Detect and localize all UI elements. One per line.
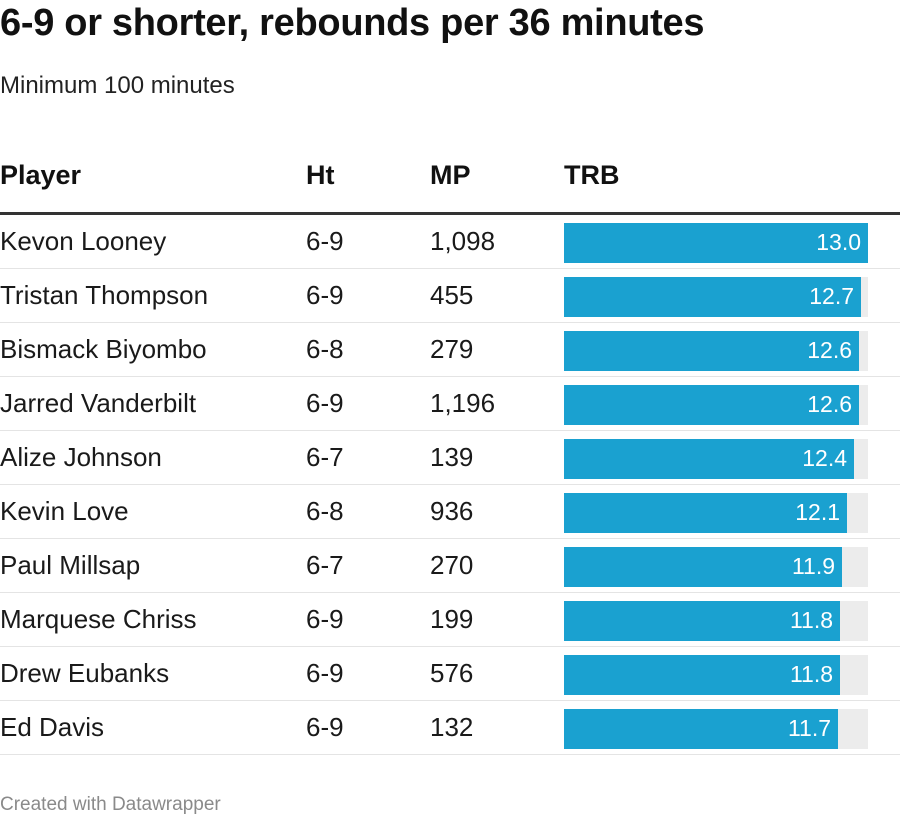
column-header-player[interactable]: Player (0, 160, 82, 190)
player-height: 6-9 (306, 388, 344, 418)
player-name: Drew Eubanks (0, 658, 170, 688)
player-name: Jarred Vanderbilt (0, 388, 197, 418)
trb-bar-track: 11.7 (564, 709, 868, 749)
player-height: 6-9 (306, 280, 344, 310)
table-row: Tristan Thompson 6-9 455 12.7 (0, 269, 900, 323)
trb-bar-track: 13.0 (564, 223, 868, 263)
minutes-played: 455 (430, 280, 474, 310)
table-row: Kevon Looney 6-9 1,098 13.0 (0, 215, 900, 269)
player-height: 6-9 (306, 226, 344, 256)
player-name: Marquese Chriss (0, 604, 197, 634)
column-header-ht[interactable]: Ht (306, 160, 335, 190)
minutes-played: 270 (430, 550, 474, 580)
column-header-trb[interactable]: TRB (564, 160, 620, 190)
minutes-played: 279 (430, 334, 474, 364)
player-height: 6-8 (306, 496, 344, 526)
column-header-mp[interactable]: MP (430, 160, 471, 190)
trb-bar-track: 12.1 (564, 493, 868, 533)
player-name: Paul Millsap (0, 550, 141, 580)
trb-value-label: 12.7 (809, 283, 854, 309)
table-row: Kevin Love 6-8 936 12.1 (0, 485, 900, 539)
footer-credit: Created with Datawrapper (0, 794, 221, 815)
trb-bar-track: 11.8 (564, 601, 868, 641)
player-height: 6-9 (306, 604, 344, 634)
trb-value-label: 11.8 (789, 661, 833, 687)
trb-value-label: 12.6 (807, 337, 852, 363)
trb-bar: 12.1 (564, 493, 847, 533)
player-name: Tristan Thompson (0, 280, 209, 310)
chart-subtitle: Minimum 100 minutes (0, 72, 235, 99)
table-row: Paul Millsap 6-7 270 11.9 (0, 539, 900, 593)
trb-bar: 12.7 (564, 277, 861, 317)
trb-bar-track: 12.7 (564, 277, 868, 317)
table-body: Kevon Looney 6-9 1,098 13.0 Tristan Thompson… (0, 215, 900, 755)
table-row: Jarred Vanderbilt 6-9 1,196 12.6 (0, 377, 900, 431)
trb-value-label: 12.1 (795, 499, 840, 525)
trb-value-label: 12.6 (807, 391, 852, 417)
player-height: 6-8 (306, 334, 344, 364)
trb-bar-track: 11.9 (564, 547, 868, 587)
player-height: 6-7 (306, 550, 344, 580)
player-height: 6-9 (306, 658, 344, 688)
table-row: Bismack Biyombo 6-8 279 12.6 (0, 323, 900, 377)
chart-title: 6-9 or shorter, rebounds per 36 minutes (0, 2, 705, 44)
minutes-played: 1,098 (430, 226, 496, 256)
player-name: Kevin Love (0, 496, 129, 526)
trb-value-label: 12.4 (802, 445, 847, 471)
table-row: Marquese Chriss 6-9 199 11.8 (0, 593, 900, 647)
minutes-played: 576 (430, 658, 474, 688)
trb-bar: 12.4 (564, 439, 854, 479)
trb-bar: 11.7 (564, 709, 838, 749)
trb-bar: 11.8 (564, 655, 840, 695)
trb-value-label: 13.0 (816, 229, 861, 255)
player-height: 6-9 (306, 712, 344, 742)
table-row: Ed Davis 6-9 132 11.7 (0, 701, 900, 755)
table-row: Drew Eubanks 6-9 576 11.8 (0, 647, 900, 701)
minutes-played: 1,196 (430, 388, 496, 418)
trb-value-label: 11.7 (787, 715, 831, 741)
trb-bar-track: 12.6 (564, 331, 868, 371)
trb-bar: 12.6 (564, 331, 859, 371)
minutes-played: 132 (430, 712, 474, 742)
trb-bar: 13.0 (564, 223, 868, 263)
minutes-played: 936 (430, 496, 474, 526)
trb-value-label: 11.9 (791, 553, 835, 579)
trb-bar: 11.8 (564, 601, 840, 641)
table-header: Player Ht MP TRB (0, 160, 900, 215)
trb-bar: 11.9 (564, 547, 842, 587)
trb-bar: 12.6 (564, 385, 859, 425)
minutes-played: 139 (430, 442, 474, 472)
player-name: Alize Johnson (0, 442, 162, 472)
table-row: Alize Johnson 6-7 139 12.4 (0, 431, 900, 485)
player-name: Ed Davis (0, 712, 105, 742)
trb-bar-track: 12.6 (564, 385, 868, 425)
trb-value-label: 11.8 (789, 607, 833, 633)
player-height: 6-7 (306, 442, 344, 472)
minutes-played: 199 (430, 604, 474, 634)
player-name: Kevon Looney (0, 226, 167, 256)
trb-bar-track: 11.8 (564, 655, 868, 695)
trb-bar-track: 12.4 (564, 439, 868, 479)
player-name: Bismack Biyombo (0, 334, 207, 364)
